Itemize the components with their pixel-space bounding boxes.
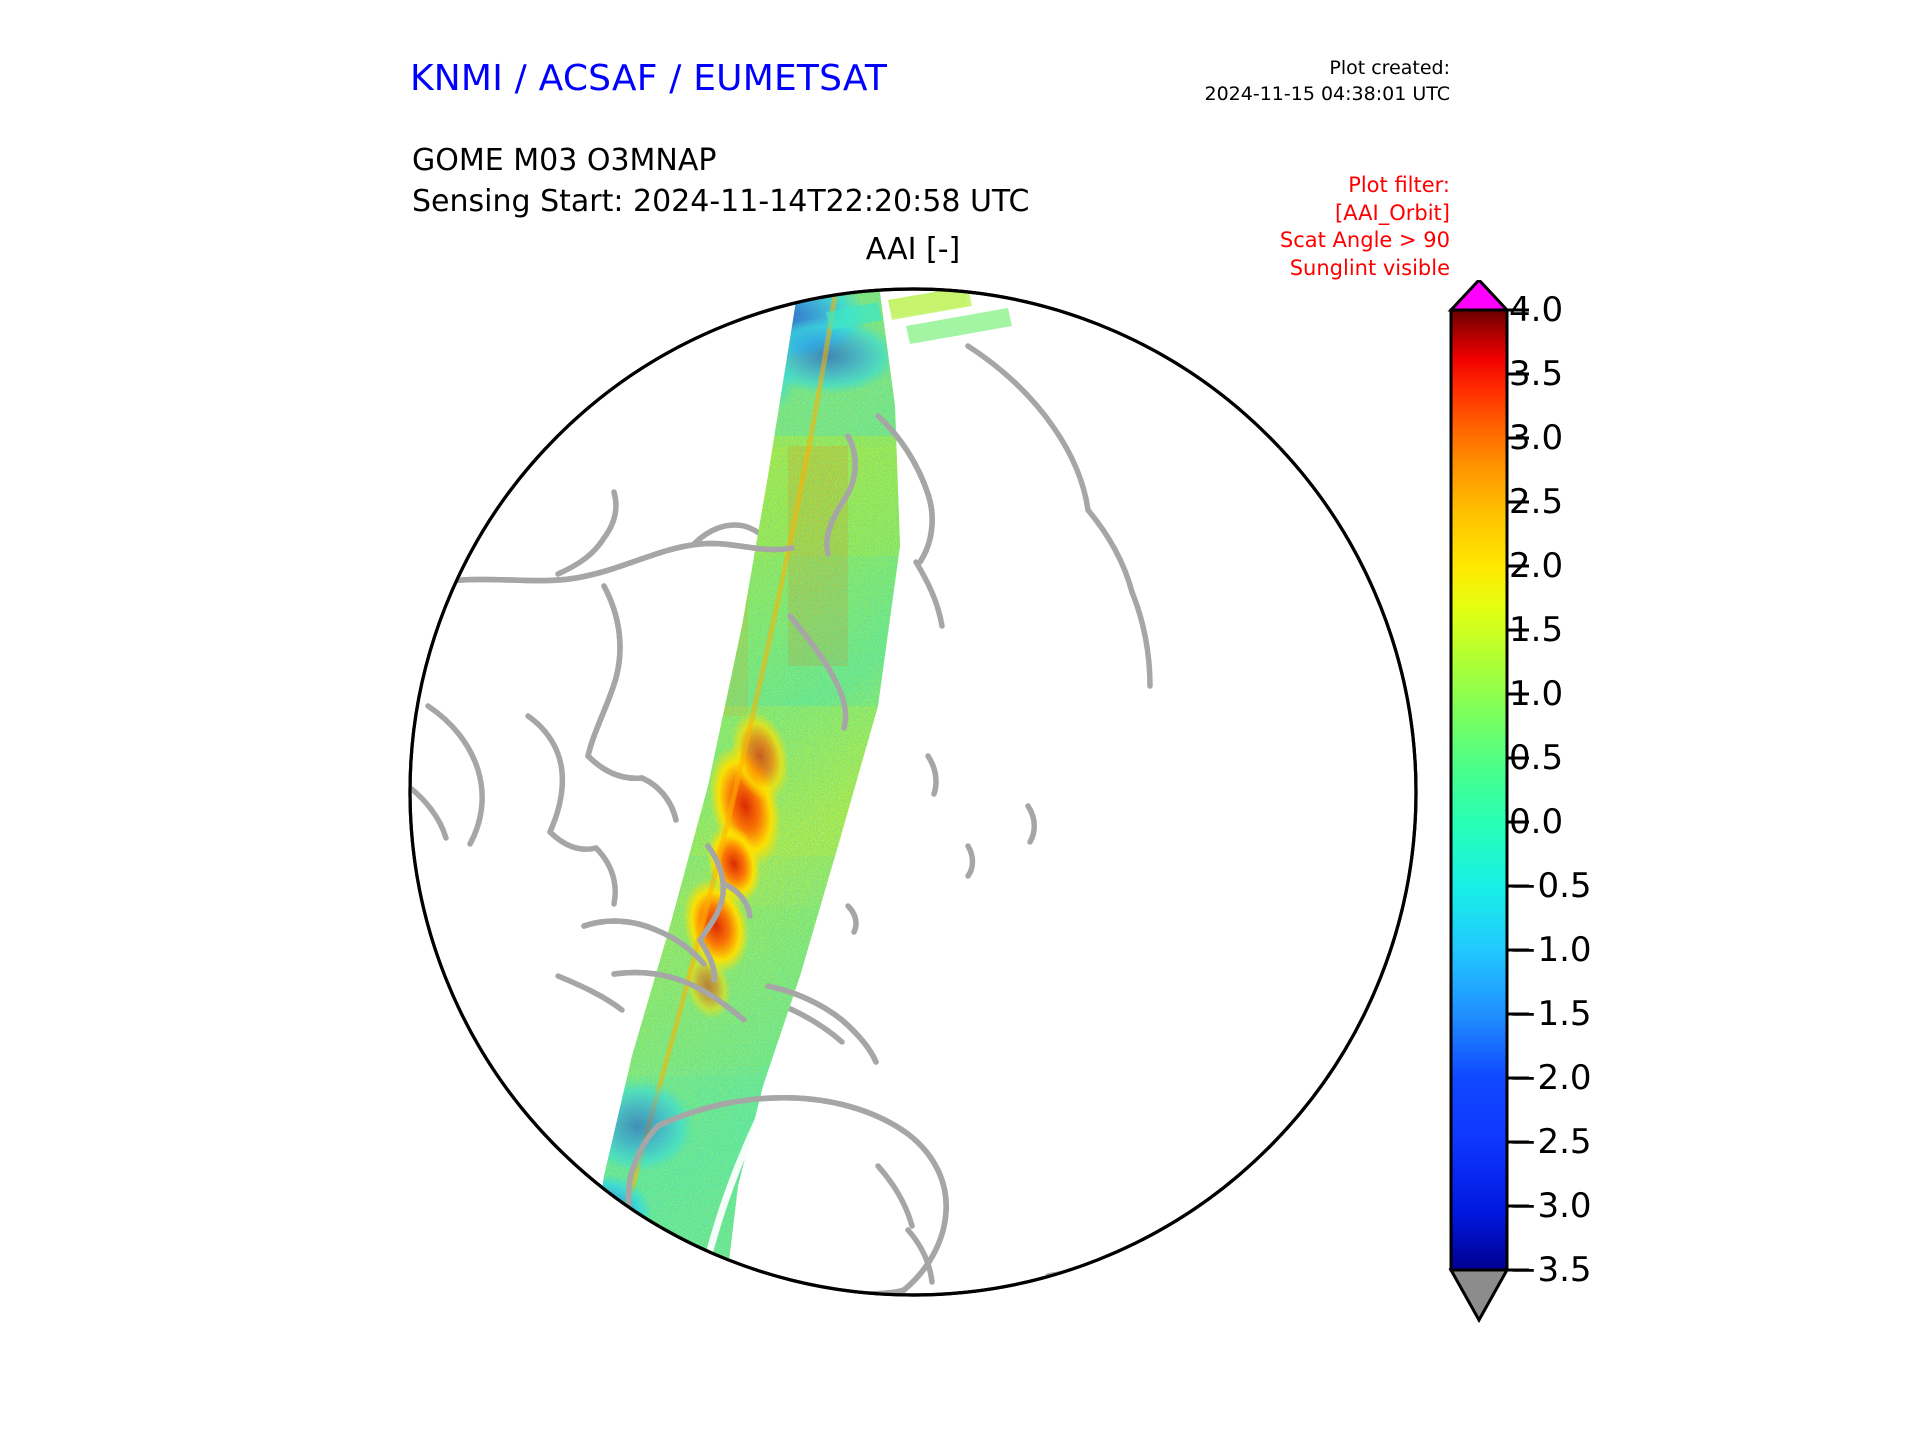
colorbar-tick-label: 0.0 (1509, 802, 1564, 842)
colorbar-gradient (1449, 308, 1509, 1272)
colorbar-tick-label: 2.5 (1509, 482, 1564, 522)
colorbar: 4.0 3.5 3.0 2.5 2.0 1.5 1.0 0.5 0.0 −0.5 −1.0 −1.5 −… (1443, 277, 1683, 1330)
swath-leading-scanlines (826, 289, 1012, 344)
plot-filter-sunglint: Sunglint visible (1289, 256, 1450, 281)
globe-svg (408, 287, 1418, 1297)
colorbar-tick-label: −3.0 (1509, 1186, 1592, 1226)
product-info-block: GOME M03 O3MNAP Sensing Start: 2024-11-1… (412, 140, 1029, 223)
plot-filter-block: Plot filter: [AAI_Orbit] Scat Angle > 90… (1280, 172, 1450, 283)
plot-filter-dataset: [AAI_Orbit] (1335, 200, 1450, 225)
plot-filter-scat-angle: Scat Angle > 90 (1279, 228, 1450, 253)
colorbar-tick-label: −1.5 (1509, 994, 1592, 1034)
colorbar-tick-label: 2.0 (1509, 546, 1564, 586)
colorbar-tick-label: −1.0 (1509, 930, 1592, 970)
colorbar-tick-label: −3.5 (1509, 1250, 1592, 1290)
colorbar-tick-label: −2.5 (1509, 1122, 1592, 1162)
organisation-title: KNMI / ACSAF / EUMETSAT (410, 58, 888, 99)
colorbar-tick-label: 0.5 (1509, 738, 1564, 778)
colorbar-ticks (1507, 308, 1529, 1272)
colorbar-under-arrow (1448, 1268, 1510, 1324)
colorbar-tick-label: −0.5 (1509, 866, 1592, 906)
colorbar-tick-label: 1.0 (1509, 674, 1564, 714)
globe-limb (408, 287, 1418, 1297)
plot-created-timestamp: 2024-11-15 04:38:01 UTC (1204, 82, 1451, 105)
colorbar-tick-label: 3.0 (1509, 418, 1564, 458)
colorbar-over-arrow (1447, 277, 1511, 312)
plot-created-block: Plot created: 2024-11-15 04:38:01 UTC (1205, 56, 1451, 107)
colorbar-tick-label: 4.0 (1509, 290, 1564, 330)
plot-filter-label: Plot filter: (1348, 173, 1450, 197)
colorbar-tick-label: 3.5 (1509, 354, 1564, 394)
colorbar-tick-labels: 4.0 3.5 3.0 2.5 2.0 1.5 1.0 0.5 0.0 −0.5 −1.0 −1.5 −… (1509, 280, 1689, 1330)
sensing-start: Sensing Start: 2024-11-14T22:20:58 UTC (412, 184, 1030, 220)
product-name: GOME M03 O3MNAP (412, 143, 717, 178)
colorbar-svg (1447, 277, 1529, 1324)
globe-map (408, 286, 1418, 1298)
plot-created-label: Plot created: (1329, 57, 1450, 79)
colorbar-tick-label: 1.5 (1509, 610, 1564, 650)
page-title: AAI [-] (865, 232, 961, 267)
colorbar-tick-label: −2.0 (1509, 1058, 1592, 1098)
